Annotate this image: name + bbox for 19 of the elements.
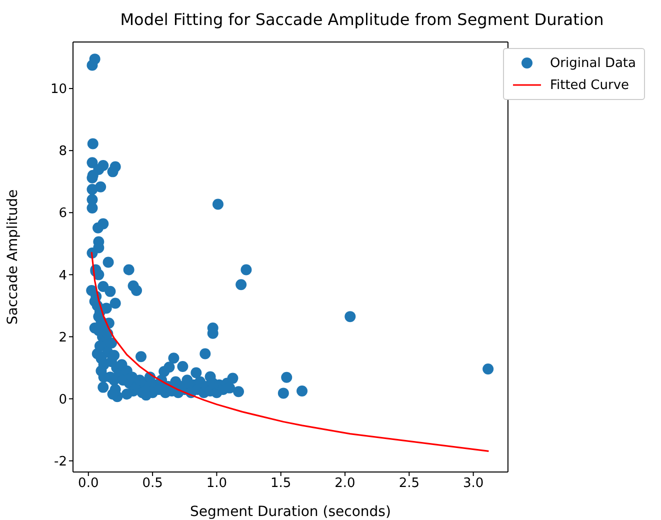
y-tick-label: 0 [58, 392, 67, 408]
x-tick-label: 2.0 [334, 476, 356, 492]
y-tick-label: 10 [50, 82, 67, 98]
x-axis-title: Segment Duration (seconds) [190, 504, 391, 520]
y-axis-title: Saccade Amplitude [4, 189, 21, 325]
y-tick-label: 4 [58, 268, 67, 284]
x-tick-label: 3.0 [462, 476, 484, 492]
x-tick-label: 2.5 [398, 476, 420, 492]
legend-label: Original Data [550, 56, 636, 70]
x-tick-label: 1.0 [206, 476, 228, 492]
x-tick-label: 0.5 [142, 476, 163, 492]
legend-label: Fitted Curve [550, 78, 630, 92]
chart-title: Model Fitting for Saccade Amplitude from Segment Duration [119, 10, 605, 29]
y-tick-label: 2 [58, 330, 67, 346]
x-tick-label: 0.0 [78, 476, 99, 492]
y-tick-label: 6 [58, 206, 67, 222]
x-tick-label: 1.5 [270, 476, 292, 492]
y-tick-label: -2 [54, 454, 67, 470]
y-tick-label: 8 [58, 144, 67, 160]
